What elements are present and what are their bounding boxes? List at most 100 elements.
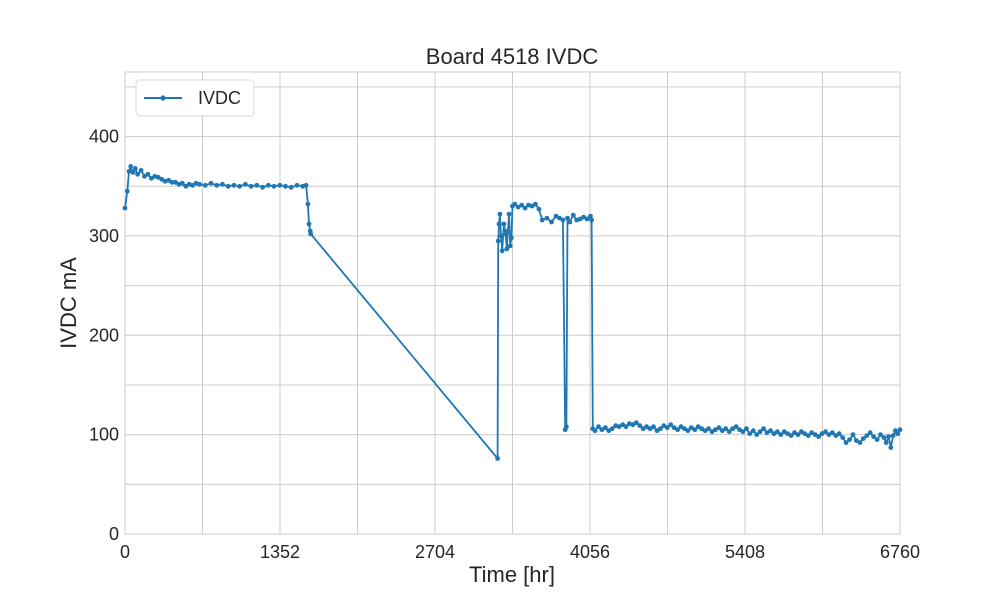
data-point — [512, 201, 518, 207]
data-point — [135, 171, 141, 177]
data-point — [498, 233, 504, 239]
data-point — [886, 434, 891, 439]
data-point — [730, 426, 735, 432]
tick-label-layer: 0 1352 2704 4056 5408 6760 0 100 200 300 400 — [89, 127, 920, 562]
data-point — [495, 456, 500, 461]
data-point — [243, 181, 248, 187]
data-point — [495, 238, 501, 244]
data-point — [122, 205, 128, 211]
data-point — [308, 231, 314, 237]
data-point — [225, 183, 231, 189]
data-point — [809, 430, 815, 436]
x-axis-label: Time [hr] — [469, 562, 555, 587]
data-point — [254, 182, 260, 188]
data-point — [623, 424, 629, 430]
data-point — [294, 182, 300, 188]
data-point — [128, 164, 134, 169]
data-point — [726, 429, 732, 435]
data-point — [544, 215, 550, 221]
legend-label: IVDC — [198, 88, 241, 108]
data-point — [661, 423, 667, 429]
plot-frame — [124, 71, 901, 535]
data-point — [536, 206, 542, 212]
data-point — [549, 219, 554, 225]
data-point — [132, 166, 138, 171]
data-point — [788, 433, 794, 438]
data-point — [816, 434, 821, 439]
data-point — [857, 440, 863, 445]
legend-box — [135, 79, 255, 117]
data-point — [888, 445, 894, 450]
data-point — [155, 174, 161, 180]
data-point — [764, 430, 770, 436]
data-point — [644, 424, 649, 430]
data-point — [881, 435, 887, 440]
data-point — [260, 184, 265, 190]
data-point — [713, 427, 718, 433]
data-point — [305, 201, 311, 207]
data-point — [592, 428, 598, 434]
data-point — [509, 235, 514, 241]
data-point — [515, 204, 521, 210]
data-point — [130, 169, 136, 175]
data-point — [830, 430, 835, 436]
data-point — [609, 426, 615, 432]
data-point — [836, 431, 842, 437]
data-point — [819, 431, 825, 437]
data-point — [744, 426, 749, 432]
data-point — [802, 431, 808, 437]
data-point — [265, 182, 271, 188]
data-point — [675, 427, 680, 433]
data-point — [716, 425, 722, 431]
data-point — [570, 212, 576, 218]
data-point — [504, 246, 510, 252]
data-point — [533, 201, 538, 207]
data-point — [850, 432, 856, 437]
data-point — [792, 430, 797, 436]
data-point — [688, 425, 694, 431]
data-point — [840, 435, 846, 440]
data-point — [277, 182, 283, 188]
legend-marker-swatch — [160, 95, 166, 101]
data-point — [202, 182, 208, 188]
data-point — [599, 427, 605, 433]
x-tick-label: 4056 — [570, 542, 610, 562]
data-point — [706, 426, 711, 432]
data-point — [564, 424, 569, 430]
data-point — [750, 428, 756, 434]
data-point — [757, 429, 763, 435]
data-point — [768, 428, 773, 434]
data-point — [519, 202, 525, 208]
data-point — [173, 179, 178, 185]
data-point — [505, 228, 511, 234]
data-point — [506, 211, 512, 217]
data-point — [577, 216, 583, 222]
data-point — [603, 425, 608, 431]
data-point — [874, 437, 880, 442]
data-point — [754, 432, 760, 437]
data-point — [283, 183, 288, 189]
grid-layer — [124, 72, 901, 535]
data-point — [179, 180, 185, 186]
data-point — [497, 211, 503, 217]
data-point — [668, 422, 674, 428]
data-point — [138, 168, 144, 173]
data-point — [695, 424, 701, 430]
y-axis-label: IVDC mA — [56, 257, 81, 349]
data-point — [723, 426, 729, 432]
data-point — [854, 438, 859, 443]
y-tick-label: 100 — [89, 425, 119, 445]
data-point — [231, 182, 237, 188]
y-tick-label: 200 — [89, 325, 119, 345]
data-point — [197, 181, 202, 187]
data-point — [237, 183, 243, 189]
data-point — [761, 426, 766, 432]
data-point — [145, 171, 151, 177]
data-point — [864, 433, 870, 438]
data-point — [507, 243, 513, 249]
data-point — [823, 429, 828, 435]
legend: IVDC — [135, 79, 255, 117]
data-point — [671, 425, 677, 431]
data-point — [522, 205, 528, 211]
data-point — [208, 180, 214, 186]
